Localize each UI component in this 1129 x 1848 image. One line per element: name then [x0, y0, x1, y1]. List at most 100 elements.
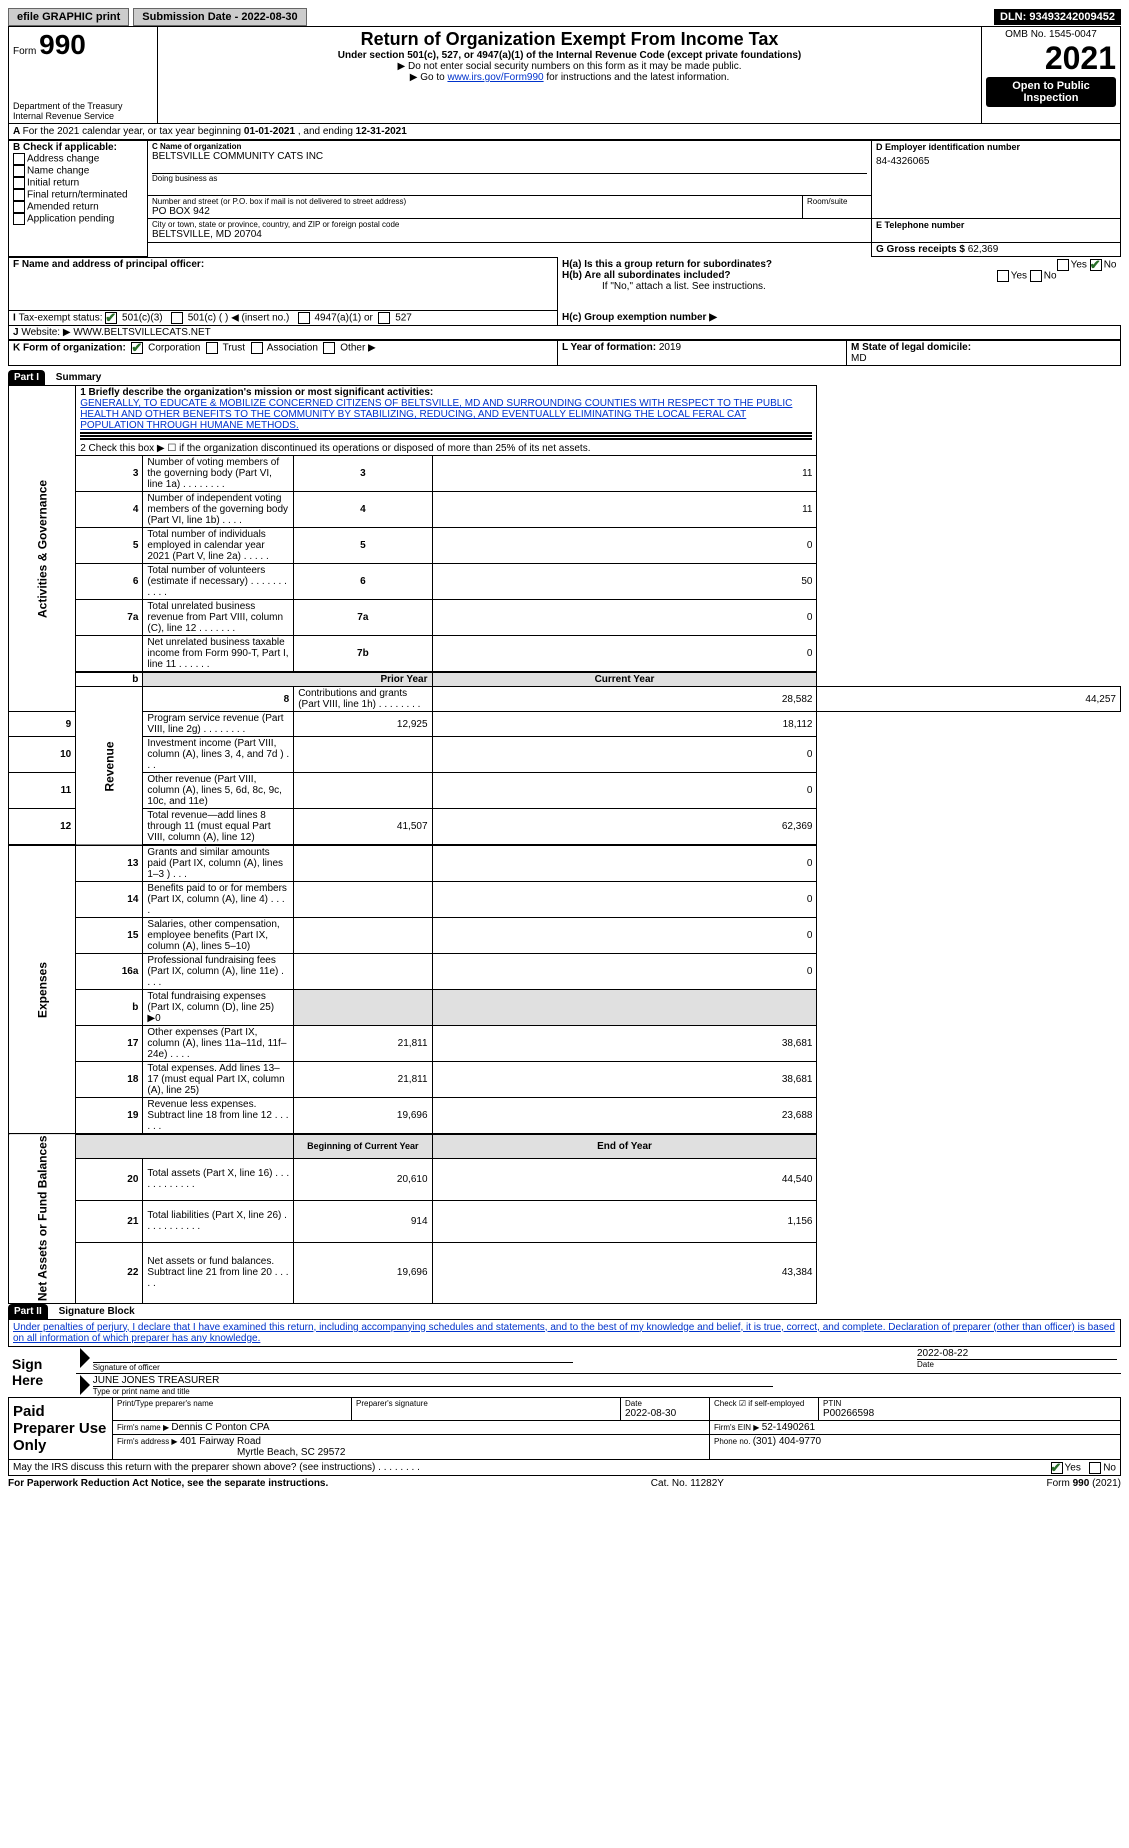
efile-label: efile GRAPHIC print: [8, 8, 129, 26]
submission-date-button[interactable]: Submission Date - 2022-08-30: [133, 8, 306, 26]
box-i-label: Tax-exempt status:: [19, 313, 103, 324]
box-g-label: G Gross receipts $: [876, 244, 968, 255]
ein-value: 84-4326065: [876, 156, 1116, 167]
hdr-prior: Prior Year: [143, 672, 432, 687]
net-row: 20Total assets (Part X, line 16) . . . .…: [9, 1158, 1121, 1200]
chk-discuss-yes[interactable]: [1051, 1462, 1063, 1474]
chk-other[interactable]: [323, 342, 335, 354]
mission-text[interactable]: GENERALLY, TO EDUCATE & MOBILIZE CONCERN…: [80, 398, 792, 431]
part1-title: Summary: [48, 372, 102, 383]
org-name: BELTSVILLE COMMUNITY CATS INC: [152, 151, 867, 162]
chk-name-change[interactable]: Name change: [13, 165, 143, 177]
footer-left: For Paperwork Reduction Act Notice, see …: [8, 1478, 328, 1489]
footer: For Paperwork Reduction Act Notice, see …: [8, 1478, 1121, 1489]
side-netassets: Net Assets or Fund Balances: [9, 1134, 76, 1303]
dept-label: Department of the Treasury: [13, 101, 153, 111]
q2-label: 2 Check this box ▶ ☐ if the organization…: [76, 442, 817, 456]
chk-assoc[interactable]: [251, 342, 263, 354]
signature-table: Sign Here Signature of officer 2022-08-2…: [8, 1347, 1121, 1397]
officer-name: JUNE JONES TREASURER: [93, 1375, 773, 1387]
gross-receipts: 62,369: [968, 244, 999, 255]
part2-title: Signature Block: [51, 1306, 135, 1317]
footer-right: Form 990 (2021): [1047, 1478, 1121, 1489]
exp-row: 16aProfessional fundraising fees (Part I…: [9, 954, 1121, 990]
chk-527[interactable]: [378, 312, 390, 324]
rev-row: 10Investment income (Part VIII, column (…: [9, 737, 1121, 773]
gov-row: 5Total number of individuals employed in…: [9, 528, 1121, 564]
firm-name: Dennis C Ponton CPA: [171, 1422, 269, 1433]
top-bar: efile GRAPHIC print Submission Date - 20…: [8, 8, 1121, 26]
officer-group-table: F Name and address of principal officer:…: [8, 257, 1121, 340]
paid-preparer-label: Paid Preparer Use Only: [9, 1397, 113, 1459]
box-c-name-label: C Name of organization: [152, 142, 867, 151]
box-d-label: D Employer identification number: [876, 142, 1116, 152]
period-row: A For the 2021 calendar year, or tax yea…: [8, 124, 1121, 140]
hdr-begin: Beginning of Current Year: [294, 1134, 432, 1158]
website-value: WWW.BELTSVILLECATS.NET: [73, 327, 210, 338]
box-h-b-note: If "No," attach a list. See instructions…: [562, 281, 1117, 292]
q1-label: 1 Briefly describe the organization's mi…: [80, 387, 433, 398]
rev-row: 9Program service revenue (Part VIII, lin…: [9, 712, 1121, 737]
exp-row: 18Total expenses. Add lines 13–17 (must …: [9, 1062, 1121, 1098]
sig-date: 2022-08-22: [917, 1348, 1117, 1360]
preparer-table: Paid Preparer Use Only Print/Type prepar…: [8, 1397, 1121, 1460]
box-b-heading: B Check if applicable:: [13, 142, 143, 153]
chk-discuss-no[interactable]: [1089, 1462, 1101, 1474]
exp-row: bTotal fundraising expenses (Part IX, co…: [9, 990, 1121, 1026]
entity-info-table: B Check if applicable: Address change Na…: [8, 140, 1121, 257]
chk-501c[interactable]: [171, 312, 183, 324]
exp-row: 19Revenue less expenses. Subtract line 1…: [9, 1098, 1121, 1135]
irs-label: Internal Revenue Service: [13, 111, 153, 121]
firm-addr1: 401 Fairway Road: [180, 1436, 261, 1447]
type-name-label: Type or print name and title: [93, 1387, 773, 1396]
chk-application-pending[interactable]: Application pending: [13, 213, 143, 225]
klm-row: K Form of organization: Corporation Trus…: [8, 340, 1121, 366]
irs-link[interactable]: www.irs.gov/Form990: [447, 72, 543, 83]
chk-4947[interactable]: [298, 312, 310, 324]
form-title: Return of Organization Exempt From Incom…: [162, 29, 977, 50]
declaration-text: Under penalties of perjury, I declare th…: [8, 1319, 1121, 1347]
box-h-c: H(c) Group exemption number ▶: [562, 312, 717, 323]
date-label: Date: [917, 1360, 1117, 1369]
chk-initial-return[interactable]: Initial return: [13, 177, 143, 189]
firm-ein: 52-1490261: [762, 1422, 815, 1433]
city-label: City or town, state or province, country…: [152, 220, 867, 229]
form-number: 990: [39, 29, 86, 60]
chk-address-change[interactable]: Address change: [13, 153, 143, 165]
part1-table: Activities & Governance 1 Briefly descri…: [8, 385, 1121, 1304]
box-l-label: L Year of formation:: [562, 342, 659, 353]
chk-corp[interactable]: [131, 342, 143, 354]
form-subtitle-2: Do not enter social security numbers on …: [162, 61, 977, 72]
box-m-label: M State of legal domicile:: [851, 342, 971, 353]
form-label: Form: [13, 46, 36, 57]
arrow-icon: [80, 1348, 90, 1368]
chk-amended[interactable]: Amended return: [13, 201, 143, 213]
chk-trust[interactable]: [206, 342, 218, 354]
gov-row: Net unrelated business taxable income fr…: [9, 636, 1121, 673]
gov-row: 3Number of voting members of the governi…: [9, 456, 1121, 492]
box-k-label: K Form of organization:: [13, 343, 126, 354]
discuss-row: May the IRS discuss this return with the…: [8, 1460, 1121, 1476]
footer-mid: Cat. No. 11282Y: [651, 1478, 724, 1489]
form-subtitle-1: Under section 501(c), 527, or 4947(a)(1)…: [162, 50, 977, 61]
open-public-label: Open to Public Inspection: [986, 77, 1116, 107]
box-e-label: E Telephone number: [876, 220, 1116, 230]
exp-row: 15Salaries, other compensation, employee…: [9, 918, 1121, 954]
ptin-value: P00266598: [823, 1408, 1116, 1419]
box-f-label: F Name and address of principal officer:: [13, 259, 204, 270]
hdr-end: End of Year: [432, 1134, 817, 1158]
dln-label: DLN: 93493242009452: [994, 9, 1121, 25]
gov-row: 7aTotal unrelated business revenue from …: [9, 600, 1121, 636]
self-employed: Check ☑ if self-employed: [710, 1397, 819, 1420]
exp-row: 17Other expenses (Part IX, column (A), l…: [9, 1026, 1121, 1062]
firm-phone: (301) 404-9770: [753, 1436, 821, 1447]
city-value: BELTSVILLE, MD 20704: [152, 229, 867, 240]
hdr-current: Current Year: [432, 672, 817, 687]
addr-value: PO BOX 942: [152, 206, 798, 217]
chk-501c3[interactable]: [105, 312, 117, 324]
chk-final-return[interactable]: Final return/terminated: [13, 189, 143, 201]
net-row: 21Total liabilities (Part X, line 26) . …: [9, 1200, 1121, 1242]
side-revenue: Revenue: [76, 687, 143, 846]
box-j-label: Website: ▶: [21, 327, 70, 338]
part2-heading: Part II: [8, 1304, 48, 1319]
